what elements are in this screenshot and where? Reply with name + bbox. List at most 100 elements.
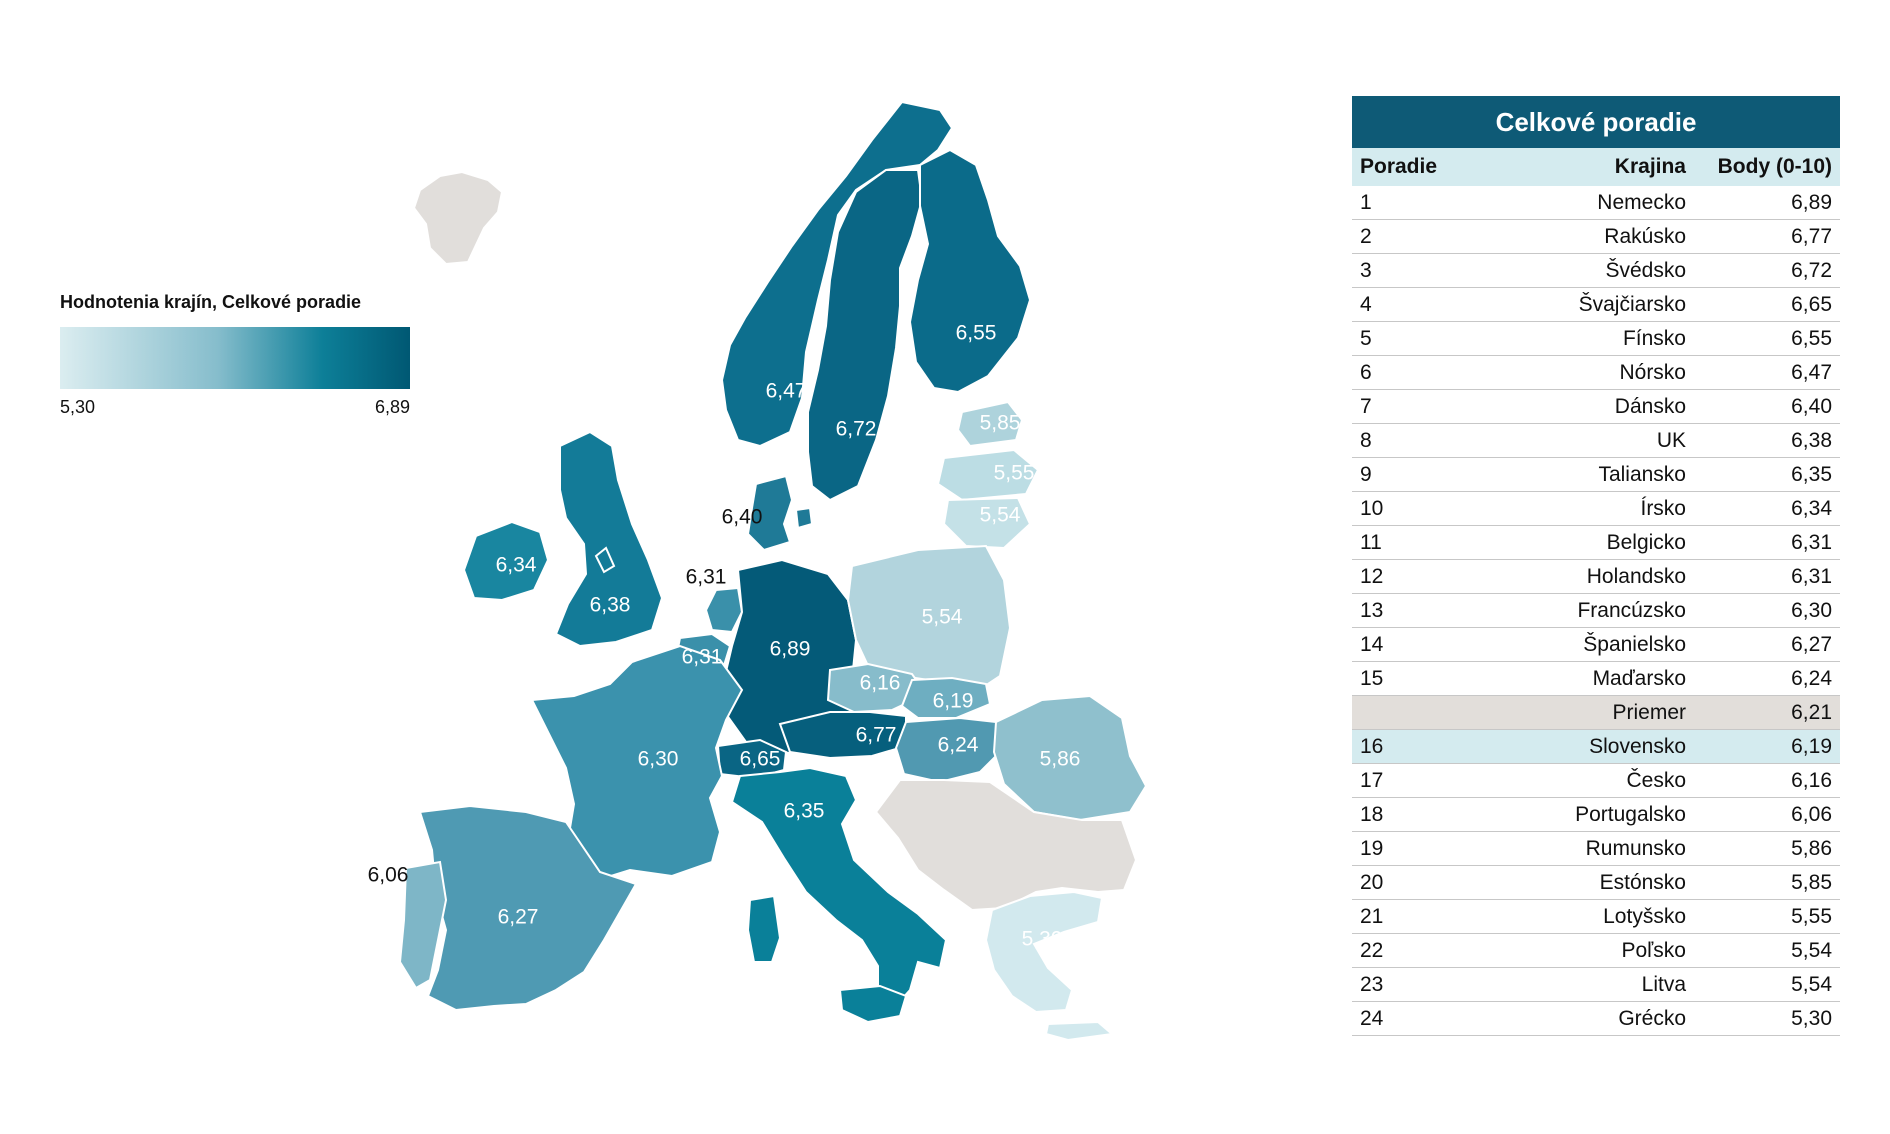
value-label-austria: 6,77 [856, 724, 897, 747]
table-row: 12 Holandsko 6,31 [1352, 559, 1840, 594]
value-label-italy: 6,35 [784, 800, 825, 823]
region-lithuania [942, 496, 1032, 550]
row-score: 5,54 [1694, 967, 1840, 1002]
legend-gradient-bar [60, 327, 410, 389]
region-slovakia [900, 676, 992, 719]
row-country: Švédsko [1498, 253, 1694, 288]
value-label-lithuania: 5,54 [980, 504, 1021, 527]
row-country: Holandsko [1498, 559, 1694, 594]
region-denmark-island [794, 506, 814, 530]
value-label-slovakia: 6,19 [933, 690, 974, 713]
row-score: 5,55 [1694, 899, 1840, 934]
region-ireland [462, 520, 550, 602]
header-country: Krajina [1498, 148, 1694, 186]
value-label-france: 6,30 [638, 748, 679, 771]
table-row: 22 Poľsko 5,54 [1352, 933, 1840, 968]
row-country: Francúzsko [1498, 593, 1694, 628]
row-rank: 5 [1352, 321, 1498, 356]
value-label-uk: 6,38 [590, 594, 631, 617]
row-country: Dánsko [1498, 389, 1694, 424]
table-row: 20 Estónsko 5,85 [1352, 865, 1840, 900]
table-row: 17 Česko 6,16 [1352, 763, 1840, 798]
row-rank: 15 [1352, 661, 1498, 696]
row-rank: 18 [1352, 797, 1498, 832]
row-rank [1352, 695, 1498, 730]
region-finland [908, 148, 1032, 394]
ranking-table: Poradie Krajina Body (0-10) 1 Nemecko 6,89… [1352, 148, 1840, 1036]
row-rank: 9 [1352, 457, 1498, 492]
table-row: 3 Švédsko 6,72 [1352, 253, 1840, 288]
row-country: Priemer [1498, 695, 1694, 730]
legend-min: 5,30 [60, 397, 96, 417]
row-score: 6,31 [1694, 559, 1840, 594]
region-greece [984, 890, 1104, 1014]
row-rank: 24 [1352, 1001, 1498, 1036]
table-row: 6 Nórsko 6,47 [1352, 355, 1840, 390]
row-country: Fínsko [1498, 321, 1694, 356]
region-netherlands [704, 586, 744, 634]
ranking-header-row: Poradie Krajina Body (0-10) [1352, 148, 1840, 186]
row-rank: 11 [1352, 525, 1498, 560]
table-row: 4 Švajčiarsko 6,65 [1352, 287, 1840, 322]
ranking-title: Celkové poradie [1352, 96, 1840, 148]
row-rank: 12 [1352, 559, 1498, 594]
row-rank: 21 [1352, 899, 1498, 934]
row-score: 6,21 [1694, 695, 1840, 730]
row-score: 6,35 [1694, 457, 1840, 492]
region-uk [554, 430, 664, 648]
table-row: 11 Belgicko 6,31 [1352, 525, 1840, 560]
row-country: Rakúsko [1498, 219, 1694, 254]
value-label-portugal: 6,06 [368, 864, 409, 887]
table-row: 16 Slovensko 6,19 [1352, 729, 1840, 764]
row-rank: 14 [1352, 627, 1498, 662]
row-score: 6,72 [1694, 253, 1840, 288]
row-country: Taliansko [1498, 457, 1694, 492]
row-score: 6,31 [1694, 525, 1840, 560]
row-country: Nemecko [1498, 186, 1694, 220]
row-score: 5,54 [1694, 933, 1840, 968]
row-country: Španielsko [1498, 627, 1694, 662]
region-sweden [807, 169, 924, 502]
ranking-panel: Celkové poradie Poradie Krajina Body (0-… [1352, 96, 1840, 1036]
row-score: 5,86 [1694, 831, 1840, 866]
row-country: Poľsko [1498, 933, 1694, 968]
region-france [530, 644, 744, 882]
row-score: 6,24 [1694, 661, 1840, 696]
value-label-spain: 6,27 [498, 906, 539, 929]
table-row: 18 Portugalsko 6,06 [1352, 797, 1840, 832]
legend-max: 6,89 [374, 397, 410, 417]
table-row: 24 Grécko 5,30 [1352, 1001, 1840, 1036]
row-country: Belgicko [1498, 525, 1694, 560]
row-rank: 8 [1352, 423, 1498, 458]
region-spain [418, 804, 638, 1012]
value-label-poland: 5,54 [922, 606, 963, 629]
region-balkans [874, 779, 1138, 912]
row-score: 6,65 [1694, 287, 1840, 322]
table-row: 9 Taliansko 6,35 [1352, 457, 1840, 492]
region-italy-island [746, 894, 782, 963]
row-score: 6,89 [1694, 186, 1840, 220]
region-portugal [398, 860, 448, 990]
row-country: Litva [1498, 967, 1694, 1002]
table-row: 8 UK 6,38 [1352, 423, 1840, 458]
region-iceland [412, 170, 504, 266]
value-label-hungary: 6,24 [938, 734, 979, 757]
row-rank: 6 [1352, 355, 1498, 390]
region-greece-island [1044, 1020, 1115, 1042]
value-label-sweden: 6,72 [836, 418, 877, 441]
row-score: 6,30 [1694, 593, 1840, 628]
row-score: 6,55 [1694, 321, 1840, 356]
row-rank: 23 [1352, 967, 1498, 1002]
row-score: 6,34 [1694, 491, 1840, 526]
header-rank: Poradie [1352, 148, 1498, 186]
map-value-labels: 6,47 6,72 6,55 5,85 5,55 5,54 6,40 6,34 6,38 6,31… [368, 322, 1081, 951]
row-rank: 7 [1352, 389, 1498, 424]
table-row: 10 Írsko 6,34 [1352, 491, 1840, 526]
table-row: 5 Fínsko 6,55 [1352, 321, 1840, 356]
table-row: 1 Nemecko 6,89 [1352, 186, 1840, 220]
value-label-germany: 6,89 [770, 638, 811, 661]
legend-title: Hodnotenia krajín, Celkové poradie [60, 292, 362, 312]
row-rank: 17 [1352, 763, 1498, 798]
row-score: 6,06 [1694, 797, 1840, 832]
